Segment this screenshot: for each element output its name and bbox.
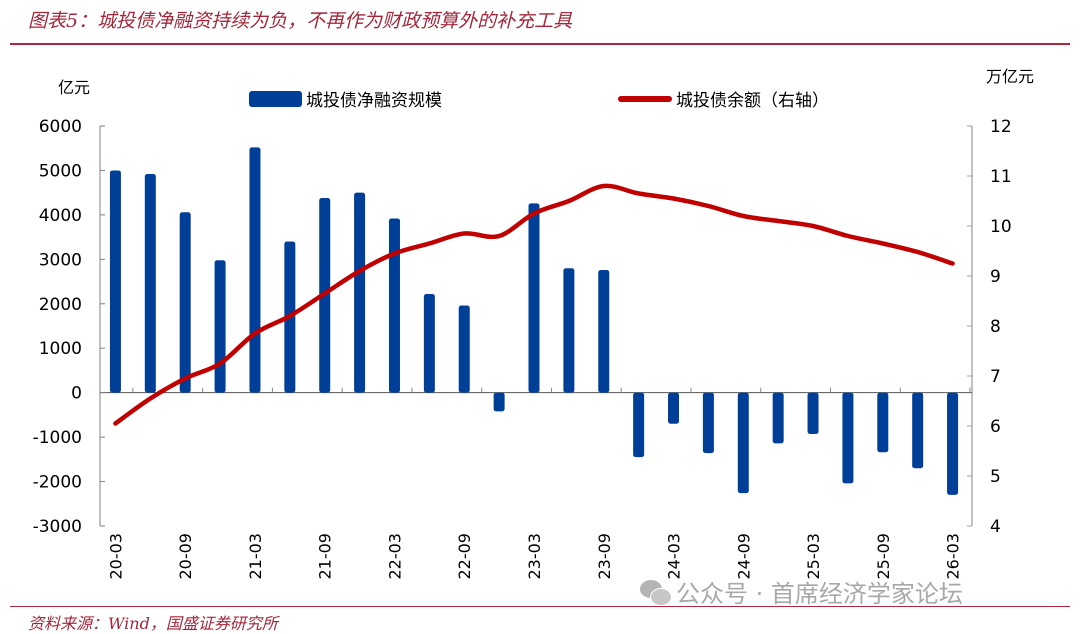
x-tick-label: 23-09	[595, 533, 614, 580]
wechat-icon	[640, 579, 672, 606]
right-tick-label: 5	[990, 467, 1001, 487]
right-tick-label: 9	[990, 267, 1001, 287]
x-tick-label: 25-09	[874, 533, 893, 580]
x-tick-label: 24-03	[665, 533, 684, 580]
bar	[458, 305, 470, 393]
bar	[423, 294, 435, 393]
right-tick-label: 7	[990, 367, 1001, 387]
right-tick-label: 12	[990, 117, 1012, 137]
bar	[214, 260, 226, 393]
bar	[388, 218, 400, 393]
left-tick-label: 1000	[39, 339, 82, 359]
left-tick-label: -3000	[33, 517, 82, 537]
bar	[668, 392, 680, 424]
legend-line-label: 城投债余额（右轴）	[676, 91, 829, 111]
bar	[947, 392, 959, 495]
right-axis-unit: 万亿元	[986, 67, 1034, 86]
x-tick-label: 26-03	[944, 533, 963, 580]
x-tick-label: 20-09	[176, 533, 195, 580]
legend-bar-swatch	[249, 91, 302, 107]
right-tick-label: 8	[990, 317, 1001, 337]
x-tick-label: 24-09	[734, 533, 753, 580]
bar	[737, 392, 749, 494]
x-tick-label: 23-03	[525, 533, 544, 580]
bar	[842, 392, 854, 484]
bar	[493, 392, 505, 412]
left-tick-label: 0	[71, 384, 82, 404]
right-tick-label: 11	[990, 167, 1012, 187]
left-tick-label: 4000	[39, 206, 82, 226]
bar-series	[109, 147, 959, 495]
bar	[109, 170, 121, 393]
left-tick-label: -2000	[33, 473, 82, 493]
bar	[807, 392, 819, 434]
bar	[249, 147, 261, 393]
chart-area: 6000 5000 4000 3000 2000 1000 0 -1000 -2000 -3000…	[33, 67, 1034, 580]
watermark-text: 公众号 · 首席经济学家论坛	[676, 580, 963, 608]
x-tick-label: 21-03	[246, 533, 265, 580]
x-tick-label: 22-03	[385, 533, 404, 580]
x-tick-label: 25-03	[804, 533, 823, 580]
x-tick-label: 21-09	[316, 533, 335, 580]
bar	[528, 203, 540, 393]
bar	[877, 392, 889, 453]
bar	[912, 392, 924, 469]
bar	[598, 270, 610, 393]
legend: 城投债净融资规模 城投债余额（右轴）	[249, 91, 829, 111]
watermark: 公众号 · 首席经济学家论坛	[640, 574, 963, 609]
left-tick-label: 3000	[39, 250, 82, 270]
left-axis-unit: 亿元	[58, 78, 90, 97]
left-tick-label: -1000	[33, 428, 82, 448]
legend-bar-label: 城投债净融资规模	[306, 91, 442, 111]
title-divider	[10, 43, 1070, 45]
x-tick-label: 20-03	[106, 533, 125, 580]
bar	[772, 392, 784, 444]
x-tick-label: 22-09	[455, 533, 474, 580]
right-tick-label: 6	[990, 417, 1001, 437]
legend-line-swatch	[618, 96, 672, 102]
left-tick-label: 2000	[39, 295, 82, 315]
chart-title: 图表5：城投债净融资持续为负，不再作为财政预算外的补充工具	[28, 10, 573, 32]
left-tick-label: 5000	[39, 161, 82, 181]
bar	[633, 392, 645, 458]
bar	[179, 212, 191, 393]
source-note: 资料来源：Wind，国盛证券研究所	[28, 614, 278, 633]
left-tick-label: 6000	[39, 117, 82, 137]
right-tick-label: 4	[990, 517, 1001, 537]
line-series	[113, 183, 955, 426]
bar	[144, 174, 156, 393]
bar	[702, 392, 714, 454]
right-tick-label: 10	[990, 217, 1012, 237]
bar	[354, 192, 366, 393]
source-divider	[10, 606, 1070, 607]
axes: 6000 5000 4000 3000 2000 1000 0 -1000 -2000 -3000…	[33, 117, 1012, 580]
bar	[563, 268, 575, 393]
